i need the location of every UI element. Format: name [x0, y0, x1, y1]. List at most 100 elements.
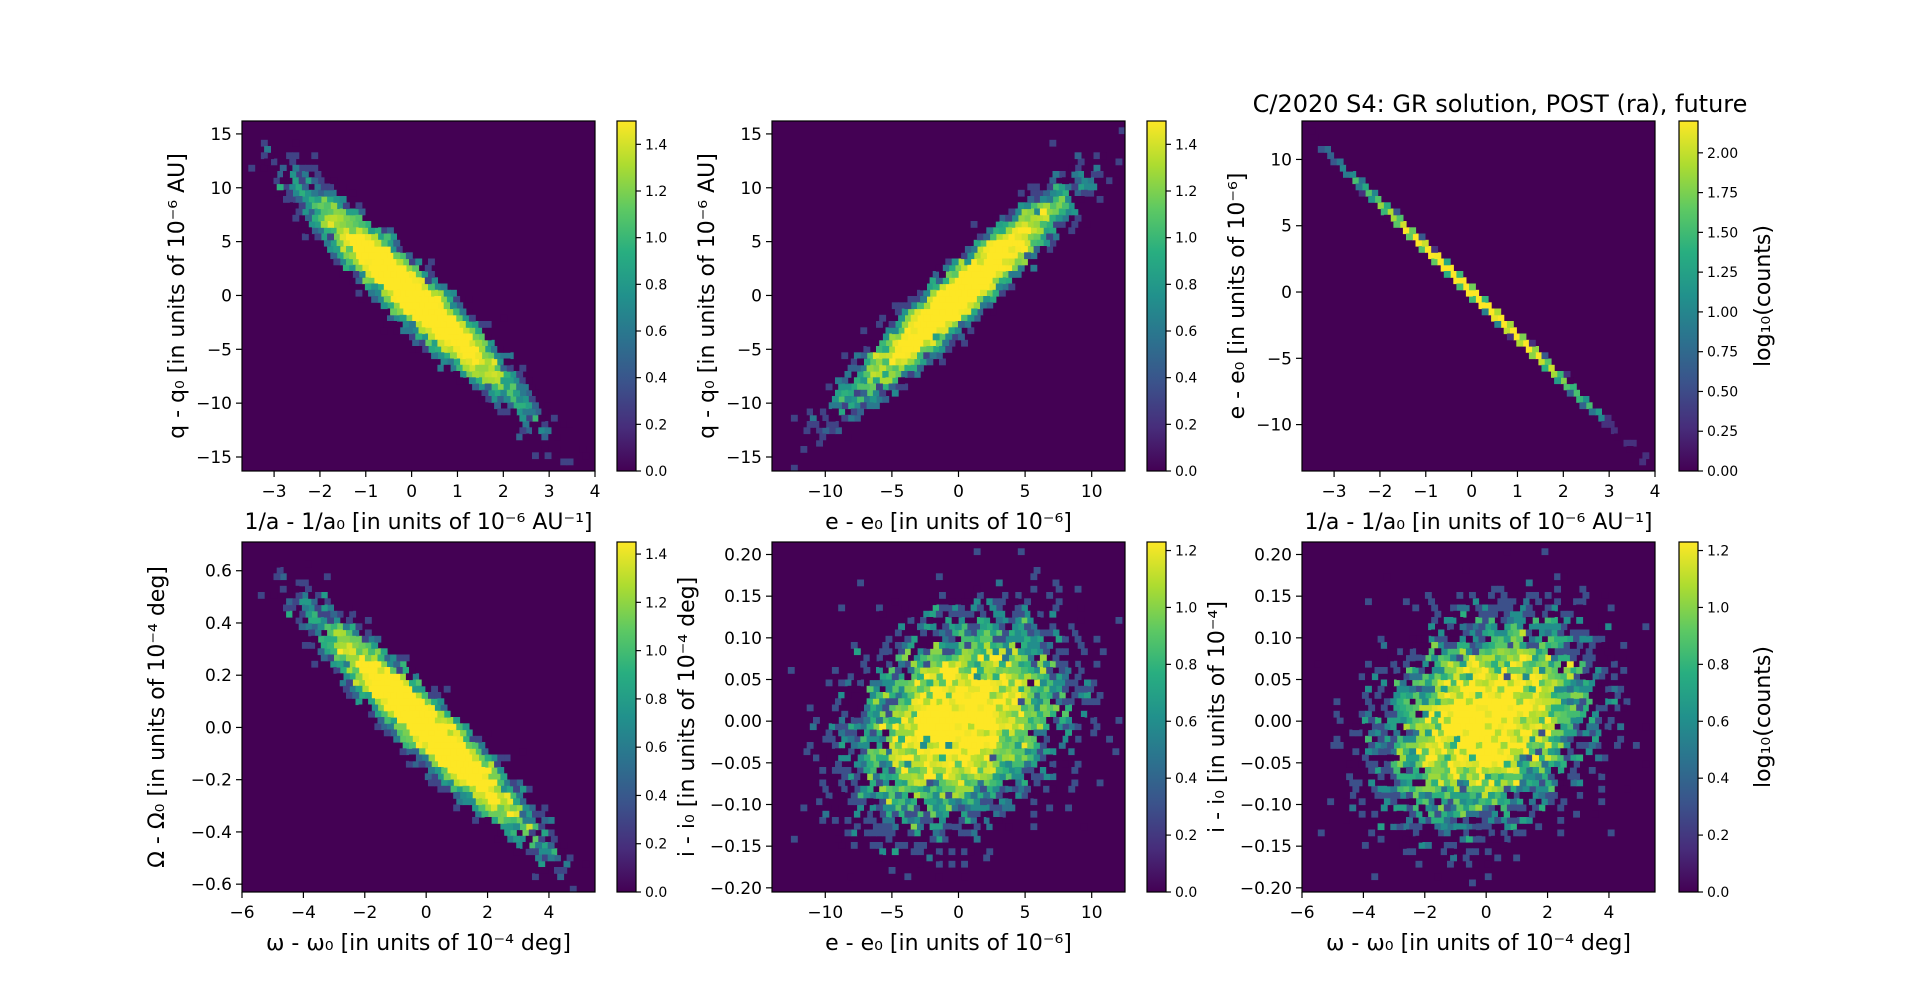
- hexbin-cell: [1415, 685, 1423, 693]
- colorbar-tick-label: 1.2: [1175, 544, 1197, 560]
- hexbin-cell: [1522, 773, 1530, 781]
- hexbin-cell: [336, 252, 344, 260]
- hexbin-cell: [954, 648, 962, 656]
- hexbin-cell: [898, 352, 905, 360]
- hexbin-cell: [1610, 673, 1618, 681]
- hexbin-cell: [989, 642, 997, 649]
- hexbin-cell: [538, 810, 546, 818]
- hexbin-cell: [1058, 183, 1066, 191]
- hexbin-cell: [481, 810, 489, 818]
- hexbin-cell: [838, 717, 846, 724]
- hexbin-cell: [1039, 679, 1047, 687]
- hexbin-cell: [494, 377, 501, 385]
- hexbin-cell: [1005, 673, 1013, 681]
- hexbin-cell: [532, 452, 539, 460]
- hexbin-cell: [1554, 598, 1561, 606]
- hexbin-cell: [951, 704, 959, 712]
- hexbin-cell: [1005, 252, 1013, 260]
- hexbin-cell: [876, 742, 883, 749]
- hexbin-cell: [1017, 698, 1025, 706]
- hexbin-cell: [923, 623, 931, 631]
- hexbin-cell: [961, 623, 968, 631]
- hexbin-cell: [1412, 233, 1420, 241]
- hexbin-cell: [327, 642, 334, 649]
- hexbin-cell: [1008, 779, 1016, 787]
- hexbin-cell: [907, 717, 915, 724]
- hexbin-cell: [450, 302, 457, 310]
- hexbin-cell: [1459, 610, 1467, 618]
- hexbin-cell: [1519, 742, 1527, 749]
- hexbin-cell: [387, 685, 394, 693]
- hexbin-cell: [1453, 698, 1461, 706]
- hexbin-cell: [1604, 414, 1612, 422]
- hexbin-cell: [901, 333, 909, 341]
- hexbin-cell: [1576, 704, 1584, 712]
- hexbin-cell: [387, 698, 394, 706]
- hexbin-cell: [320, 208, 328, 216]
- hexbin-cell: [1058, 692, 1066, 699]
- hexbin-cell: [958, 717, 965, 724]
- hexbin-cell: [929, 339, 937, 347]
- hexbin-cell: [1582, 667, 1590, 674]
- hexbin-cell: [346, 617, 353, 624]
- hexbin-cell: [346, 692, 353, 699]
- hexbin-cell: [879, 698, 887, 706]
- hexbin-cell: [509, 383, 517, 391]
- hexbin-cell: [1563, 642, 1571, 649]
- hexbin-cell: [1443, 754, 1451, 762]
- hexbin-cell: [1084, 679, 1091, 687]
- hexbin-cell: [932, 829, 940, 837]
- hexbin-cell: [913, 371, 921, 378]
- hexbin-cell: [983, 246, 991, 253]
- hexbin-cell: [1030, 773, 1038, 781]
- hexbin-cell: [1027, 679, 1035, 687]
- hexbin-cell: [1049, 685, 1057, 693]
- hexbin-cell: [1412, 754, 1420, 762]
- hexbin-cell: [942, 773, 950, 781]
- hexbin-cell: [377, 679, 385, 687]
- hexbin-cell: [383, 679, 391, 687]
- hexbin-cell: [355, 202, 363, 210]
- hexbin-cell: [1080, 698, 1088, 706]
- hexbin-cell: [948, 823, 956, 831]
- hexbin-cell: [1528, 773, 1536, 781]
- hexbin-cell: [1478, 835, 1486, 843]
- hexbin-cell: [364, 617, 372, 624]
- hexbin-cell: [541, 433, 549, 441]
- hexbin-cell: [888, 667, 896, 674]
- hexbin-cell: [998, 735, 1006, 743]
- hexbin-cell: [973, 748, 981, 756]
- hexbin-cell: [431, 314, 438, 322]
- hexbin-cell: [358, 692, 366, 699]
- hexbin-cell: [998, 810, 1006, 818]
- hexbin-cell: [1472, 848, 1480, 856]
- hexbin-cell: [1528, 660, 1536, 668]
- hexbin-cell: [898, 623, 905, 631]
- hexbin-cell: [1005, 773, 1013, 781]
- hexbin-cell: [951, 717, 959, 724]
- x-tick-label: −6: [1289, 903, 1314, 923]
- y-tick-label: −15: [726, 448, 762, 468]
- hexbin-cell: [320, 196, 328, 203]
- hexbin-cell: [1497, 735, 1505, 743]
- hexbin-cell: [939, 817, 946, 824]
- hexbin-cell: [1440, 635, 1448, 643]
- hexbin-cell: [876, 729, 883, 737]
- hexbin-cell: [1440, 798, 1448, 806]
- hexbin-cell: [1008, 258, 1016, 266]
- hexbin-cell: [1582, 704, 1590, 712]
- hexbin-cell: [1610, 698, 1618, 706]
- hexbin-cell: [1415, 723, 1423, 731]
- hexbin-cell: [983, 271, 991, 278]
- hexbin-cell: [879, 798, 887, 806]
- colorbar-tick-label: 1.2: [1707, 544, 1729, 560]
- hexbin-cell: [1532, 679, 1539, 687]
- hexbin-cell: [437, 289, 445, 297]
- hexbin-cell: [885, 748, 893, 756]
- hexbin-cell: [898, 773, 905, 781]
- hexbin-cell: [1450, 704, 1457, 712]
- hexbin-cell: [497, 396, 505, 403]
- hexbin-cell: [841, 723, 849, 731]
- y-tick-label: 10: [740, 179, 762, 199]
- hexbin-cell: [1352, 723, 1360, 731]
